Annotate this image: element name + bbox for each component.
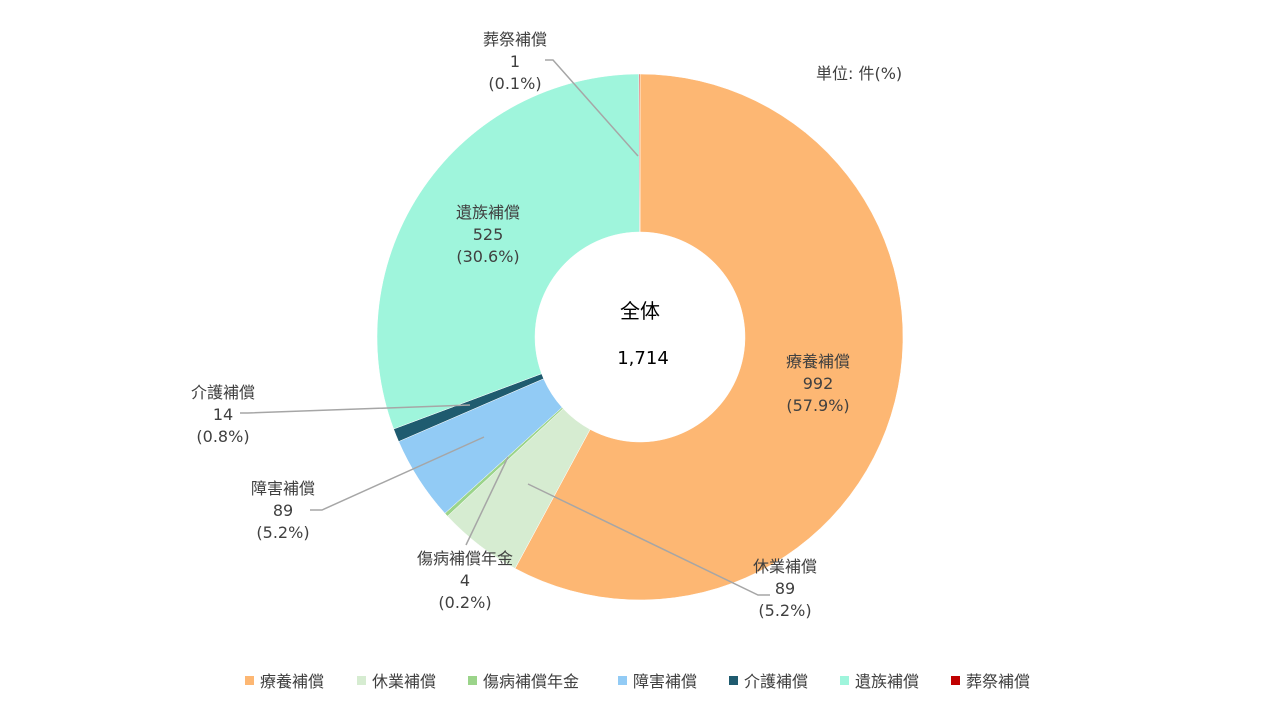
legend-label: 休業補償 <box>372 672 436 691</box>
data-label-funeral: 葬祭補償 1 (0.1%) <box>483 30 547 93</box>
data-label-medical: 療養補償 992 (57.9%) <box>786 352 850 415</box>
data-label-injury-pension: 傷病補償年金 4 (0.2%) <box>417 549 513 612</box>
legend-swatch <box>618 676 627 685</box>
legend-swatch <box>729 676 738 685</box>
data-label-disability: 障害補償 89 (5.2%) <box>251 479 315 542</box>
legend-swatch <box>840 676 849 685</box>
data-label-leave: 休業補償 89 (5.2%) <box>753 557 817 620</box>
legend-swatch <box>951 676 960 685</box>
legend-item-leave: 休業補償 <box>357 672 436 691</box>
slice-medical <box>514 73 904 601</box>
leader-line-injury-pension <box>465 456 509 546</box>
legend-item-disability: 障害補償 <box>618 672 697 691</box>
slice-funeral <box>638 73 641 233</box>
legend-label: 傷病補償年金 <box>483 672 579 691</box>
center-total-value: 1,714 <box>617 348 669 369</box>
leader-line-disability <box>310 436 485 511</box>
legend-item-injury-pension: 傷病補償年金 <box>468 672 579 691</box>
legend-item-survivor: 遺族補償 <box>840 672 919 691</box>
data-label-survivor: 遺族補償 525 (30.6%) <box>456 203 520 266</box>
legend-label: 遺族補償 <box>855 672 919 691</box>
legend-item-funeral: 葬祭補償 <box>951 672 1030 691</box>
legend-item-medical: 療養補償 <box>245 672 324 691</box>
legend-label: 介護補償 <box>744 672 808 691</box>
leader-line-care <box>240 404 471 414</box>
legend: 療養補償 休業補償 傷病補償年金 障害補償 介護補償 遺族補償 葬祭補償 <box>245 672 1030 691</box>
legend-label: 障害補償 <box>633 672 697 691</box>
unit-label: 単位: 件(%) <box>816 64 902 83</box>
leader-line-funeral <box>545 59 639 157</box>
legend-label: 療養補償 <box>260 672 324 691</box>
legend-item-care: 介護補償 <box>729 672 808 691</box>
leader-line-leave <box>527 483 770 596</box>
legend-swatch <box>468 676 477 685</box>
data-label-care: 介護補償 14 (0.8%) <box>191 383 255 446</box>
leader-lines <box>240 59 770 596</box>
slice-labels: 療養補償 992 (57.9%) 休業補償 89 (5.2%) 傷病補償年金 4 (0.2%) 障… <box>191 30 850 620</box>
legend-swatch <box>245 676 254 685</box>
legend-label: 葬祭補償 <box>966 672 1030 691</box>
chart-slices <box>376 73 904 601</box>
center-title: 全体 <box>620 299 660 323</box>
legend-swatch <box>357 676 366 685</box>
